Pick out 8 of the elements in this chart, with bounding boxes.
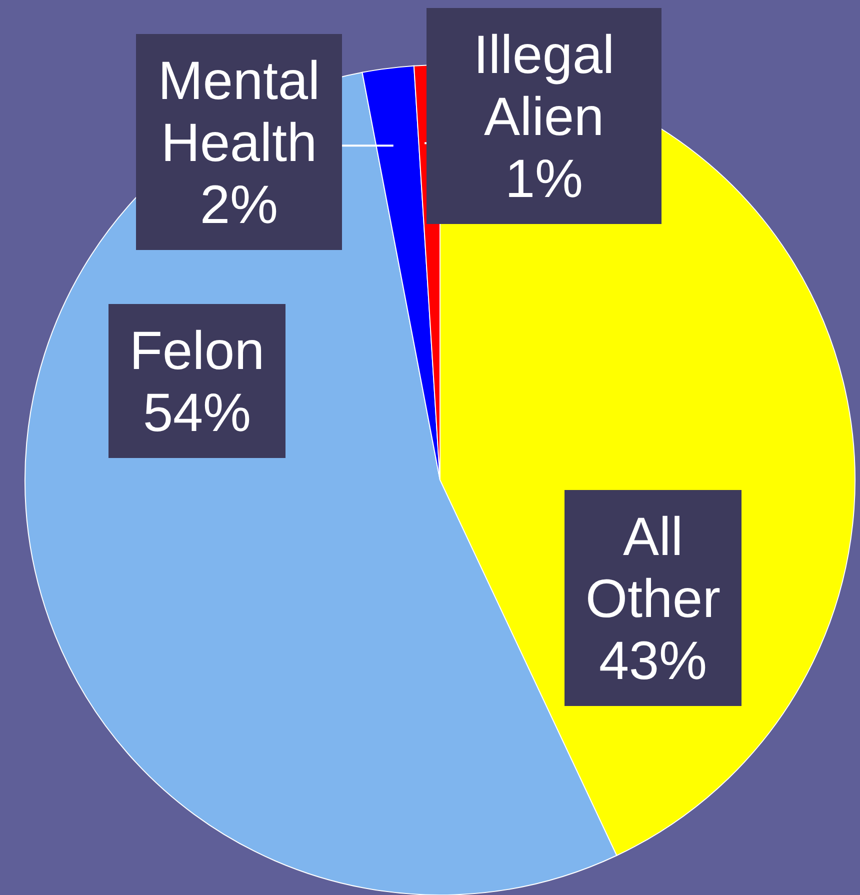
data-label: 54% bbox=[142, 383, 252, 443]
data-label: 2% bbox=[200, 175, 278, 235]
data-label: 43% bbox=[598, 631, 708, 691]
slice-label: Felon bbox=[129, 321, 265, 381]
slice-label: Mental Health bbox=[158, 51, 320, 173]
data-label: 1% bbox=[504, 149, 584, 209]
slice-label: All Other bbox=[585, 507, 721, 629]
slice-label: Illegal Alien bbox=[473, 25, 615, 147]
